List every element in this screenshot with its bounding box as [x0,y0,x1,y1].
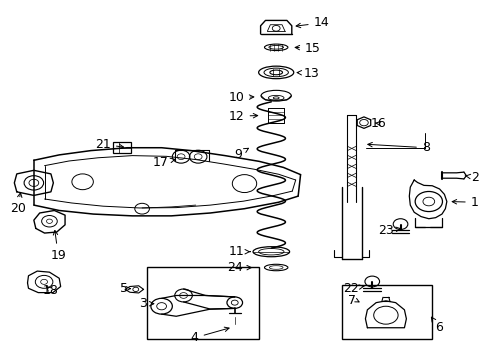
Text: 13: 13 [297,67,319,80]
Text: 4: 4 [190,327,228,344]
Text: 12: 12 [228,110,257,123]
Bar [113,142,131,153]
Text: 23: 23 [377,224,400,238]
Text: 1: 1 [451,196,478,209]
Text: 3: 3 [139,297,154,310]
Text: 8: 8 [367,141,429,154]
Text: 7: 7 [347,294,355,307]
Text: 5: 5 [120,282,130,295]
Text: 14: 14 [296,17,329,30]
Text: 2: 2 [464,171,478,184]
Text: 20: 20 [10,193,26,215]
Text: 17: 17 [152,156,175,169]
Text: 9: 9 [234,148,248,161]
Text: 6: 6 [430,317,442,334]
Text: 15: 15 [295,41,320,54]
Text: 21: 21 [95,138,123,150]
Text: 24: 24 [226,261,251,274]
Text: 19: 19 [50,230,66,262]
Text: 11: 11 [228,245,250,258]
Text: 22: 22 [342,282,364,295]
Bar [147,267,259,338]
Bar [341,285,431,338]
Text: 10: 10 [228,91,253,104]
Text: 18: 18 [42,284,58,297]
Text: 16: 16 [370,117,386,130]
